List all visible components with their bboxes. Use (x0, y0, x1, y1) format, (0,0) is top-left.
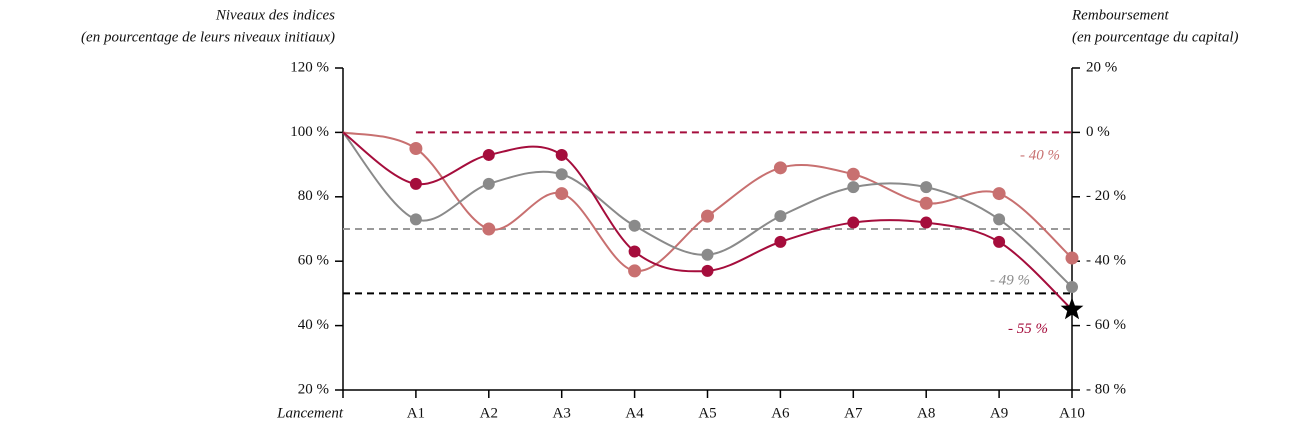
x-tick-label: A5 (698, 405, 716, 421)
data-point (774, 210, 787, 223)
data-point (555, 148, 568, 161)
y-axis-title: Niveaux des indices (215, 7, 335, 23)
x-tick-label: A8 (917, 405, 935, 421)
data-point (628, 219, 641, 232)
y2-tick-label: - 20 % (1086, 188, 1126, 204)
data-point (992, 187, 1006, 201)
data-point (482, 222, 496, 236)
y-tick-label: 60 % (298, 253, 329, 269)
x-tick-label: A2 (480, 405, 498, 421)
data-point (701, 264, 714, 277)
data-point (701, 209, 714, 223)
y-axis-title: (en pourcentage de leurs niveaux initiau… (81, 29, 335, 45)
y2-tick-label: - 80 % (1086, 381, 1126, 397)
y-tick-label: 20 % (298, 381, 329, 397)
data-point (774, 235, 787, 248)
y2-axis-title: Remboursement (1071, 7, 1169, 23)
data-point (993, 213, 1006, 226)
y-tick-label: 120 % (290, 59, 329, 75)
y2-tick-label: 20 % (1086, 59, 1117, 75)
data-point (919, 196, 933, 210)
data-point (555, 187, 569, 201)
data-point (409, 213, 422, 226)
data-point (628, 264, 642, 278)
data-point (628, 245, 641, 258)
x-tick-label: A10 (1059, 405, 1085, 421)
x-tick-label: A9 (990, 405, 1008, 421)
data-point (482, 148, 495, 161)
end-label: - 40 % (1020, 147, 1060, 163)
end-star (1060, 297, 1084, 320)
x-tick-label: A1 (407, 405, 425, 421)
x-tick-label: A3 (553, 405, 571, 421)
data-point (409, 177, 422, 190)
data-point (409, 142, 423, 155)
data-point (482, 177, 495, 190)
data-point (920, 216, 933, 229)
y-tick-label: 40 % (298, 317, 329, 333)
data-point (701, 248, 714, 261)
data-point (1066, 280, 1078, 293)
data-point (847, 181, 860, 194)
y2-axis-title: (en pourcentage du capital) (1072, 29, 1238, 45)
end-label: - 49 % (990, 272, 1030, 288)
data-point (1065, 251, 1079, 265)
data-point (846, 167, 860, 181)
data-point (773, 161, 787, 175)
y2-tick-label: - 60 % (1086, 317, 1126, 333)
series-line (342, 131, 1073, 272)
x-tick-label: A6 (771, 405, 790, 421)
data-point (847, 216, 860, 229)
x-tick-label: Lancement (276, 405, 344, 421)
data-point (555, 168, 568, 181)
data-point (993, 235, 1006, 248)
end-label: - 55 % (1008, 321, 1048, 337)
x-tick-label: A4 (625, 405, 644, 421)
y2-tick-label: - 40 % (1086, 253, 1126, 269)
data-point (920, 181, 933, 194)
y-tick-label: 80 % (298, 188, 329, 204)
y-tick-label: 100 % (290, 124, 329, 140)
y2-tick-label: 0 % (1086, 124, 1110, 140)
x-tick-label: A7 (844, 405, 863, 421)
